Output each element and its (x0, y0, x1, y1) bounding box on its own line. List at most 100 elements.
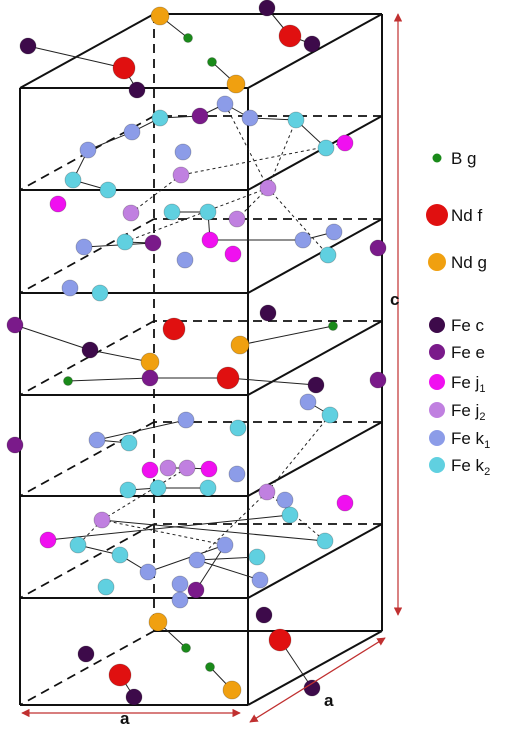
atom (370, 372, 386, 388)
atom (172, 592, 188, 608)
legend-text: Fe j (451, 401, 479, 420)
atom (318, 140, 334, 156)
cell-edge (248, 219, 382, 293)
atom (78, 646, 94, 662)
atom (304, 680, 320, 696)
atom (189, 552, 205, 568)
bond (268, 120, 296, 188)
legend-text: Fe k (451, 429, 485, 448)
atom (89, 432, 105, 448)
bond (228, 378, 316, 385)
legend-swatch (433, 154, 442, 163)
bond (125, 188, 268, 242)
atom (370, 240, 386, 256)
atom (337, 135, 353, 151)
atom (129, 82, 145, 98)
atom (112, 547, 128, 563)
atom (163, 318, 185, 340)
legend-subscript: 1 (484, 439, 490, 451)
cell-edge (248, 116, 382, 190)
atom (217, 96, 233, 112)
atom (76, 239, 92, 255)
cell-edge (20, 524, 154, 598)
atom (40, 532, 56, 548)
atom (109, 664, 131, 686)
crystal-diagram: a a c B gNd fNd gFe cFe eFe j1Fe j2Fe k1… (0, 0, 518, 735)
atom (149, 613, 167, 631)
atom (320, 247, 336, 263)
atom (249, 549, 265, 565)
atom (200, 204, 216, 220)
atom (64, 377, 73, 386)
legend-swatch (429, 344, 445, 360)
atom (175, 144, 191, 160)
legend-swatch (429, 402, 445, 418)
legend: B gNd fNd gFe cFe eFe j1Fe j2Fe k1Fe k2 (426, 149, 490, 478)
atom (229, 211, 245, 227)
atom (126, 689, 142, 705)
bond (267, 415, 330, 492)
atom (117, 234, 133, 250)
atom (227, 75, 245, 93)
atom (260, 180, 276, 196)
atom (225, 246, 241, 262)
legend-label: Fe k2 (451, 456, 490, 478)
atom (50, 196, 66, 212)
legend-label: Fe e (451, 343, 485, 362)
atom (82, 342, 98, 358)
legend-label: B g (451, 149, 477, 168)
atom (259, 0, 275, 16)
legend-label: Nd f (451, 206, 482, 225)
atom (188, 582, 204, 598)
atom (160, 460, 176, 476)
atom (177, 252, 193, 268)
atom (179, 460, 195, 476)
atom (308, 377, 324, 393)
legend-label: Nd g (451, 253, 487, 272)
atom (277, 492, 293, 508)
atom (229, 466, 245, 482)
bond (15, 325, 90, 350)
legend-subscript: 1 (479, 383, 485, 395)
atom (322, 407, 338, 423)
atom (282, 507, 298, 523)
atom (256, 607, 272, 623)
label-c: c (390, 290, 399, 309)
atom (92, 285, 108, 301)
bond (48, 515, 290, 540)
atom (242, 110, 258, 126)
atom (206, 663, 215, 672)
atom (121, 435, 137, 451)
atom (145, 235, 161, 251)
legend-swatch (429, 374, 445, 390)
atom (208, 58, 217, 67)
atom (80, 142, 96, 158)
atom (94, 512, 110, 528)
bond (197, 560, 260, 580)
atom (223, 681, 241, 699)
legend-label: Fe j1 (451, 373, 485, 395)
legend-label: Fe j2 (451, 401, 485, 423)
atom (100, 182, 116, 198)
atom (150, 480, 166, 496)
atom (65, 172, 81, 188)
atom (142, 370, 158, 386)
atom (184, 34, 193, 43)
atom (300, 394, 316, 410)
atoms (7, 0, 386, 705)
label-a: a (324, 691, 334, 710)
legend-text: Fe k (451, 456, 485, 475)
cell-edge (20, 219, 154, 293)
atom (230, 420, 246, 436)
atom (295, 232, 311, 248)
legend-swatch (428, 253, 446, 271)
atom (317, 533, 333, 549)
atom (337, 495, 353, 511)
legend-text: Fe c (451, 316, 485, 335)
atom (141, 353, 159, 371)
atom (288, 112, 304, 128)
bond (148, 545, 225, 572)
atom (304, 36, 320, 52)
label-a: a (120, 709, 130, 728)
legend-subscript: 2 (479, 411, 485, 423)
